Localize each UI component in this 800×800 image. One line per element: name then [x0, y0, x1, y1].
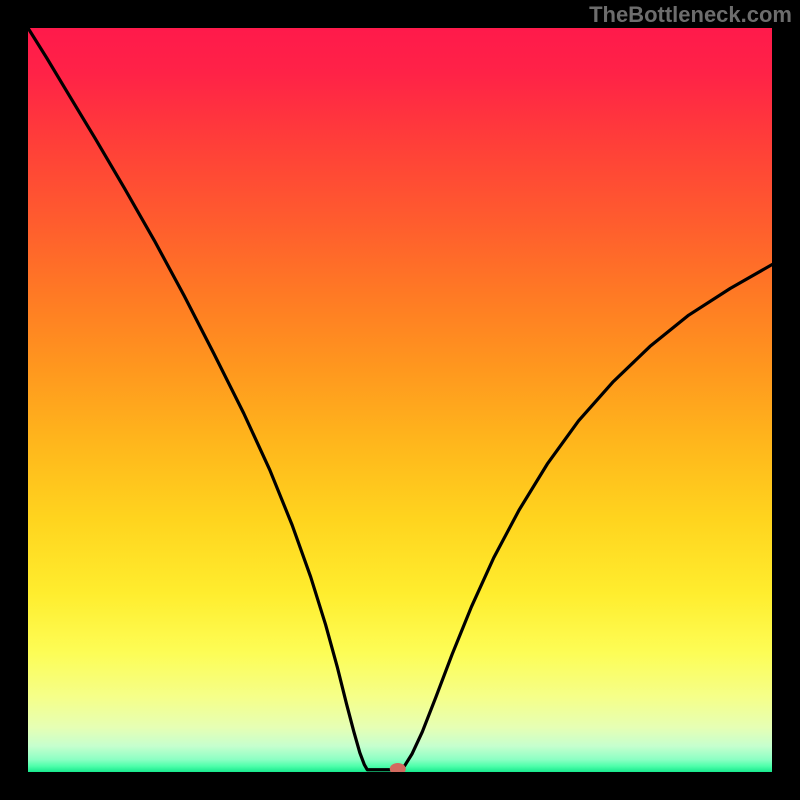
chart-stage: TheBottleneck.com: [0, 0, 800, 800]
curve-layer: [28, 28, 772, 772]
bottleneck-curve: [28, 28, 772, 770]
minimum-marker: [390, 763, 406, 772]
watermark-text: TheBottleneck.com: [589, 2, 792, 28]
plot-area: [28, 28, 772, 772]
